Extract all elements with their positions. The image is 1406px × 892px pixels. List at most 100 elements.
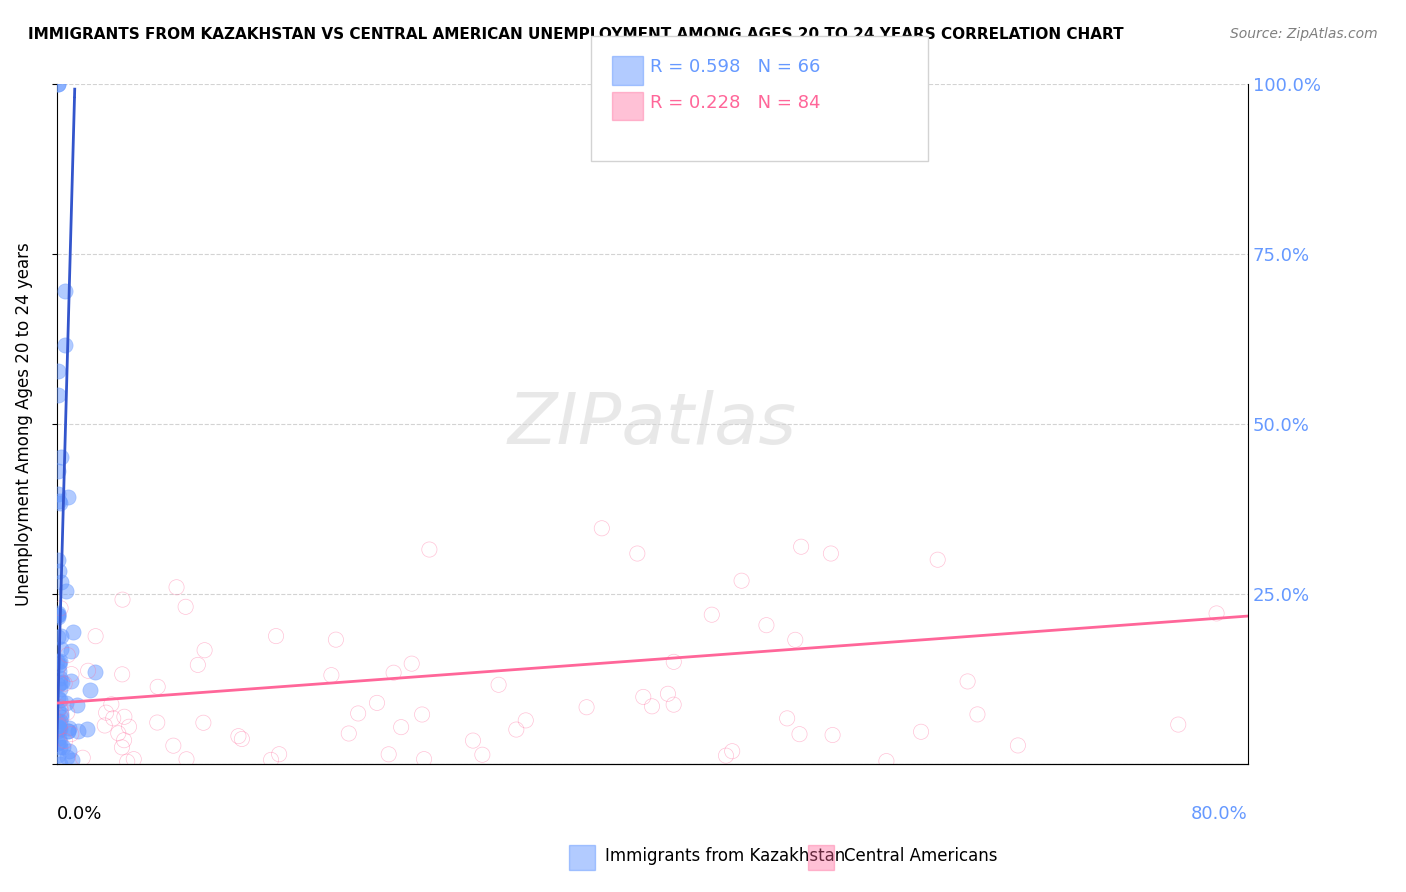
Point [49,722,72,736]
Point [46,609,69,624]
Point [575,700,598,714]
Point [115,755,138,769]
Point [118,720,141,734]
Point [48,630,70,644]
Point [51,675,73,690]
Point [100,698,122,712]
Point [60,644,83,658]
Point [730,574,752,588]
Point [111,740,134,755]
Point [77,664,100,678]
Point [228,729,250,743]
Point [146,715,169,730]
Point [966,707,988,722]
Point [48,665,70,679]
Point [46,606,69,620]
Point [49,704,72,718]
Point [48,655,70,669]
Point [112,710,135,724]
Point [66,698,89,712]
Point [46,714,69,729]
Point [1205,607,1227,621]
Point [46,78,69,92]
Point [46,703,69,717]
Point [46,724,69,739]
Point [49,629,72,643]
Point [48,721,70,735]
Point [58,721,80,735]
Point [193,715,215,730]
Point [49,710,72,724]
Point [633,690,655,704]
Point [820,547,842,561]
Point [46,654,69,668]
Point [662,655,685,669]
Point [641,699,664,714]
Point [53,734,76,748]
Point [321,668,343,682]
Point [413,752,436,766]
Point [48,658,70,673]
Point [49,700,72,714]
Point [60,667,83,681]
Point [49,575,72,590]
Point [46,487,69,501]
Point [401,657,423,671]
Point [389,720,412,734]
Point [49,601,72,615]
Point [927,552,949,566]
Point [174,599,197,614]
Point [111,667,134,681]
Point [166,580,188,594]
Text: R = 0.228   N = 84: R = 0.228 N = 84 [650,94,820,112]
Point [471,747,494,762]
Point [187,657,209,672]
Point [52,740,75,755]
Point [411,707,433,722]
Point [755,618,778,632]
Text: Source: ZipAtlas.com: Source: ZipAtlas.com [1230,27,1378,41]
Point [48,364,70,378]
Point [107,726,129,740]
Point [488,678,510,692]
Point [366,696,388,710]
Point [48,493,70,508]
Point [49,450,72,464]
Point [269,747,291,762]
Point [515,714,537,728]
Point [176,752,198,766]
Point [48,678,70,692]
Point [48,496,70,510]
Point [347,706,370,721]
Point [94,706,117,720]
Point [46,464,69,478]
Point [46,78,69,92]
Point [46,608,69,623]
Point [84,665,107,679]
Point [84,629,107,643]
Point [58,491,80,505]
Text: Immigrants from Kazakhstan: Immigrants from Kazakhstan [605,847,845,865]
Point [162,739,184,753]
Point [260,753,283,767]
Text: 0.0%: 0.0% [56,805,103,823]
Point [79,683,101,698]
Point [49,693,72,707]
Text: ZIPatlas: ZIPatlas [508,390,797,458]
Point [46,690,69,705]
Point [46,736,69,750]
Point [48,739,70,754]
Point [56,724,79,739]
Point [48,731,70,746]
Point [700,607,723,622]
Point [194,643,217,657]
Point [264,629,287,643]
Point [58,744,80,758]
Point [785,632,807,647]
Point [59,673,82,688]
Point [875,754,897,768]
Point [789,727,811,741]
Point [714,748,737,763]
Point [49,642,72,657]
Point [94,718,117,732]
